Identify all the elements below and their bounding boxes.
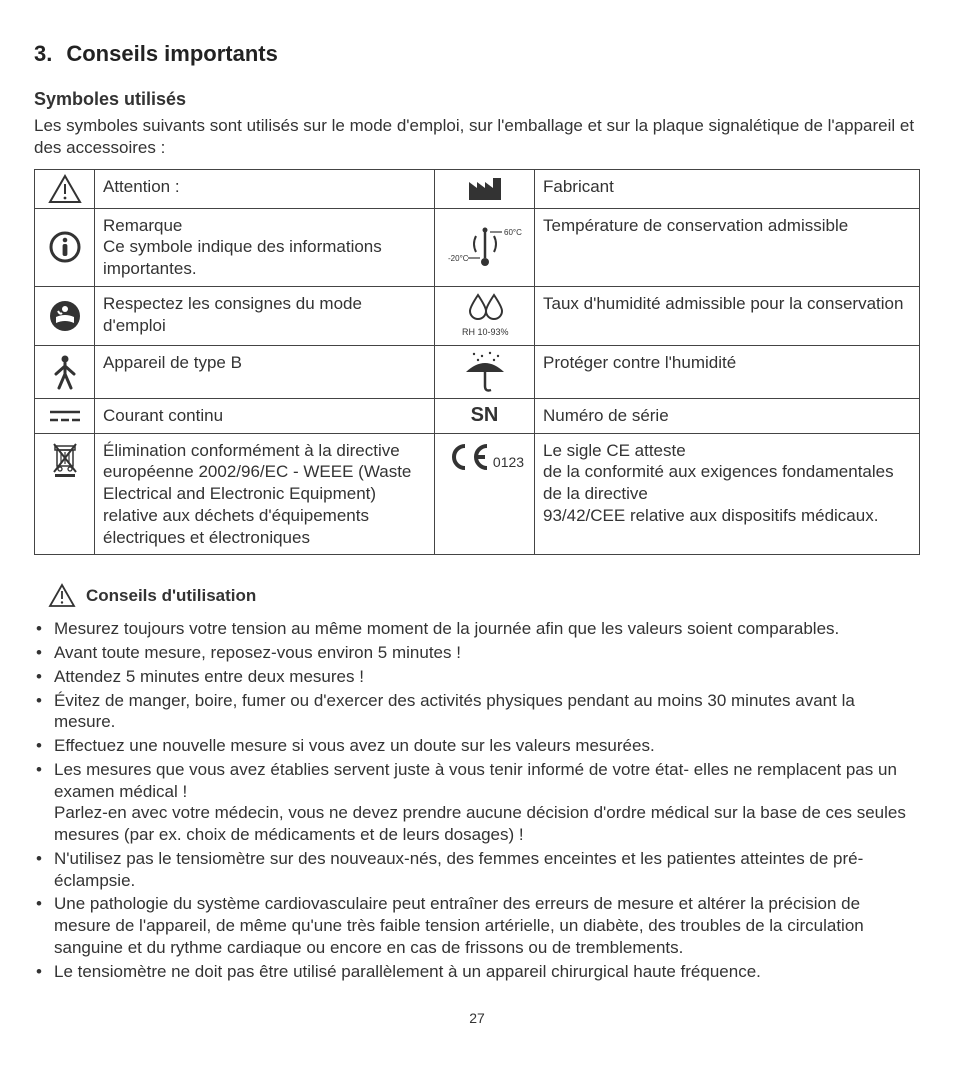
symbol-desc: Taux d'humidité admissible pour la conse… (535, 286, 920, 345)
list-item: N'utilisez pas le tensiomètre sur des no… (34, 848, 920, 892)
symbol-desc: RemarqueCe symbole indique des informati… (95, 208, 435, 286)
svg-text:-20°C: -20°C (448, 254, 469, 263)
list-item: Évitez de manger, boire, fumer ou d'exer… (34, 690, 920, 734)
ce-mark-icon: 0123 (435, 433, 535, 555)
thermometer-range-icon: 60°C -20°C (435, 208, 535, 286)
list-item: Mesurez toujours votre tension au même m… (34, 618, 920, 640)
read-manual-icon (35, 286, 95, 345)
table-row: RemarqueCe symbole indique des informati… (35, 208, 920, 286)
page-number: 27 (34, 1010, 920, 1028)
symbol-desc: Respectez les consignes du mode d'emploi (95, 286, 435, 345)
table-row: Courant continu SN Numéro de série (35, 398, 920, 433)
list-item: Les mesures que vous avez établies serve… (34, 759, 920, 846)
symbols-table: Attention : Fabricant RemarqueCe symbole… (34, 169, 920, 556)
section-title: Conseils importants (66, 41, 277, 66)
symbol-desc: Numéro de série (535, 398, 920, 433)
sn-text-icon: SN (435, 398, 535, 433)
list-item: Le tensiomètre ne doit pas être utilisé … (34, 961, 920, 983)
symbol-desc: Appareil de type B (95, 345, 435, 398)
type-b-person-icon (35, 345, 95, 398)
list-item: Une pathologie du système cardiovasculai… (34, 893, 920, 958)
symbol-desc: Le sigle CE attestede la conformité aux … (535, 433, 920, 555)
symbol-desc: Fabricant (535, 169, 920, 208)
table-row: Appareil de type B Protéger contre l'hum… (35, 345, 920, 398)
symbols-intro: Les symboles suivants sont utilisés sur … (34, 115, 920, 159)
umbrella-rain-icon (435, 345, 535, 398)
dc-symbol-icon (35, 398, 95, 433)
symbol-desc: Courant continu (95, 398, 435, 433)
list-item: Attendez 5 minutes entre deux mesures ! (34, 666, 920, 688)
table-row: Respectez les consignes du mode d'emploi… (35, 286, 920, 345)
list-item: Avant toute mesure, reposez-vous environ… (34, 642, 920, 664)
symbol-desc: Protéger contre l'humidité (535, 345, 920, 398)
info-circle-icon (35, 208, 95, 286)
section-number: 3. (34, 41, 52, 66)
warning-triangle-icon (35, 169, 95, 208)
humidity-drops-icon: RH 10-93% (435, 286, 535, 345)
table-row: Attention : Fabricant (35, 169, 920, 208)
symbol-desc: Élimination conformément à la directive … (95, 433, 435, 555)
weee-bin-icon (35, 433, 95, 555)
symbol-desc: Attention : (95, 169, 435, 208)
list-item: Effectuez une nouvelle mesure si vous av… (34, 735, 920, 757)
warning-triangle-icon (48, 583, 76, 608)
svg-text:RH 10-93%: RH 10-93% (462, 327, 509, 337)
factory-icon (435, 169, 535, 208)
table-row: Élimination conformément à la directive … (35, 433, 920, 555)
svg-text:60°C: 60°C (504, 228, 522, 237)
advice-heading: Conseils d'utilisation (48, 583, 920, 608)
advice-heading-label: Conseils d'utilisation (86, 585, 256, 607)
section-heading: 3. Conseils importants (34, 40, 920, 68)
advice-list: Mesurez toujours votre tension au même m… (34, 618, 920, 982)
symbols-subheading: Symboles utilisés (34, 88, 920, 111)
symbol-desc: Température de conservation admissible (535, 208, 920, 286)
